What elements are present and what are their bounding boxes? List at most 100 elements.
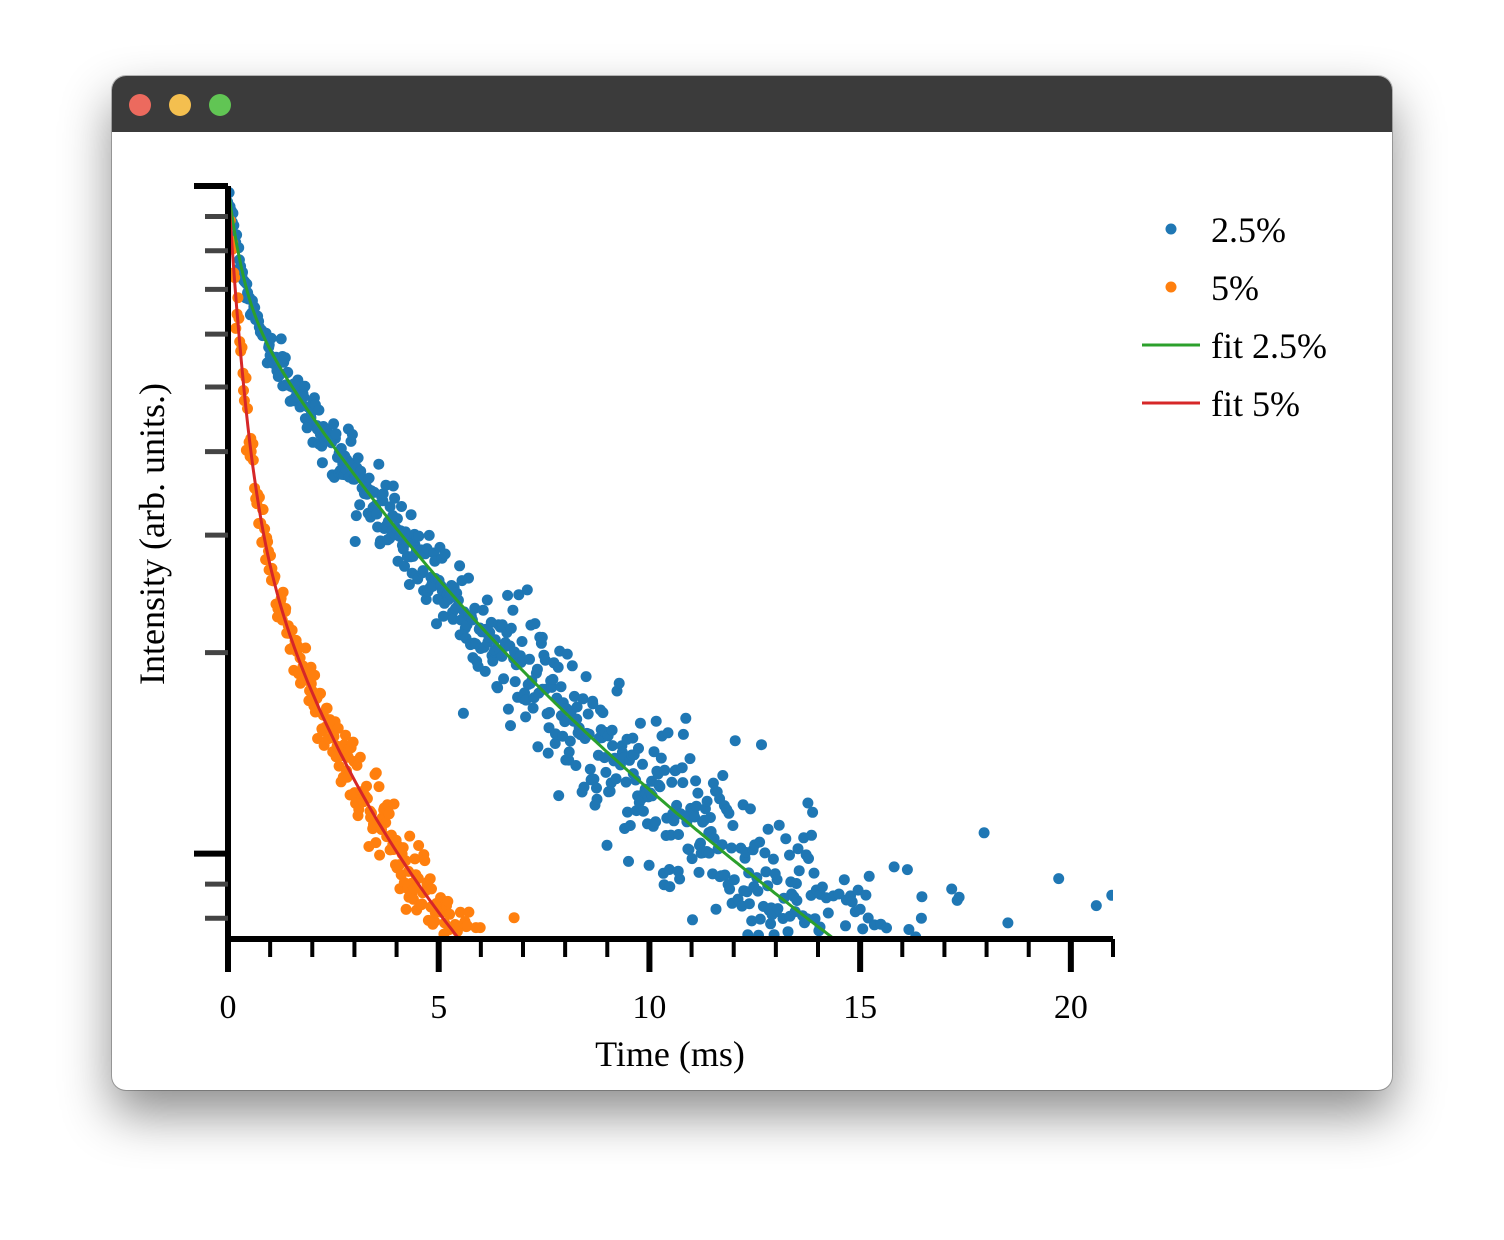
- data-point: [687, 914, 698, 926]
- data-point: [802, 797, 814, 809]
- data-point: [689, 811, 701, 823]
- x-axis-label: Time (ms): [595, 1034, 745, 1074]
- data-point: [693, 866, 705, 878]
- data-point: [756, 739, 767, 751]
- legend-marker: [1165, 223, 1177, 235]
- data-point: [532, 741, 544, 753]
- data-point: [729, 735, 741, 747]
- data-point: [454, 560, 466, 572]
- data-point: [768, 929, 780, 937]
- data-point: [677, 777, 689, 789]
- data-point: [822, 907, 834, 919]
- data-point: [408, 883, 420, 895]
- zoom-button[interactable]: [209, 94, 231, 116]
- data-point: [701, 795, 713, 807]
- data-point: [444, 908, 456, 920]
- data-point: [547, 673, 559, 685]
- data-point: [279, 352, 291, 364]
- data-point: [762, 823, 774, 835]
- data-point: [413, 840, 425, 851]
- data-point: [377, 488, 389, 500]
- data-point: [643, 859, 655, 871]
- data-point: [578, 781, 590, 793]
- data-point: [553, 790, 565, 802]
- data-point: [710, 903, 722, 915]
- x-tick-label: 20: [1054, 989, 1088, 1026]
- data-point: [833, 888, 845, 900]
- data-point: [403, 579, 415, 590]
- data-point: [946, 883, 958, 895]
- data-point: [544, 707, 555, 718]
- data-point: [838, 874, 850, 886]
- data-point: [370, 767, 382, 779]
- data-point: [840, 920, 851, 932]
- data-point: [792, 843, 804, 855]
- data-point: [429, 916, 441, 927]
- data-point: [604, 785, 616, 797]
- legend-marker: [1165, 281, 1177, 293]
- data-point: [399, 560, 410, 572]
- data-point: [601, 839, 613, 851]
- data-point: [232, 292, 244, 304]
- data-point: [790, 878, 802, 889]
- data-point: [383, 808, 395, 820]
- data-point: [816, 881, 828, 893]
- app-window: 0 5 10 15 20 Time (ms) Intensity (arb. units…: [112, 76, 1392, 1090]
- x-tick-label: 0: [220, 989, 237, 1026]
- data-point: [650, 816, 662, 828]
- data-point: [584, 763, 596, 775]
- data-point: [463, 906, 475, 918]
- data-point: [426, 883, 437, 895]
- data-point: [447, 613, 459, 625]
- data-point: [568, 690, 580, 702]
- data-point: [591, 782, 602, 794]
- x-tick-label: 15: [843, 989, 877, 1026]
- data-point: [236, 341, 248, 353]
- data-point: [487, 655, 499, 667]
- legend-label: fit 5%: [1211, 384, 1300, 424]
- data-point: [275, 333, 287, 345]
- fit-line-2-5pct: [228, 186, 835, 937]
- data-point: [384, 501, 396, 513]
- data-point: [760, 866, 772, 878]
- data-point: [620, 776, 632, 788]
- data-point: [978, 827, 990, 839]
- data-point: [521, 584, 533, 596]
- data-point: [753, 929, 764, 937]
- data-point: [502, 589, 514, 601]
- data-point: [1090, 900, 1102, 912]
- data-point: [580, 671, 592, 683]
- data-point: [463, 572, 474, 584]
- data-point: [454, 906, 466, 918]
- data-point: [703, 847, 715, 859]
- fit-line-5pct: [228, 186, 460, 937]
- data-point: [502, 703, 514, 715]
- data-point: [854, 903, 866, 915]
- legend-label: fit 2.5%: [1211, 326, 1327, 366]
- close-button[interactable]: [129, 94, 151, 116]
- data-point: [363, 472, 375, 484]
- data-point: [637, 805, 649, 817]
- data-point: [330, 428, 342, 440]
- data-point: [915, 912, 927, 924]
- data-point: [437, 610, 449, 622]
- data-point: [332, 722, 344, 734]
- data-point: [380, 817, 392, 829]
- data-point: [599, 752, 610, 764]
- data-point: [648, 746, 660, 758]
- data-point: [374, 849, 386, 861]
- data-point: [773, 819, 785, 831]
- data-point: [806, 829, 817, 841]
- data-point: [724, 883, 736, 895]
- minimize-button[interactable]: [169, 94, 191, 116]
- data-point: [650, 715, 662, 727]
- data-point: [888, 861, 900, 873]
- data-point: [654, 781, 666, 793]
- data-point: [542, 747, 554, 759]
- data-point: [346, 429, 358, 440]
- data-point: [570, 760, 582, 771]
- data-point: [663, 864, 675, 875]
- data-point: [424, 873, 436, 885]
- data-point: [396, 501, 407, 512]
- data-point: [509, 676, 521, 688]
